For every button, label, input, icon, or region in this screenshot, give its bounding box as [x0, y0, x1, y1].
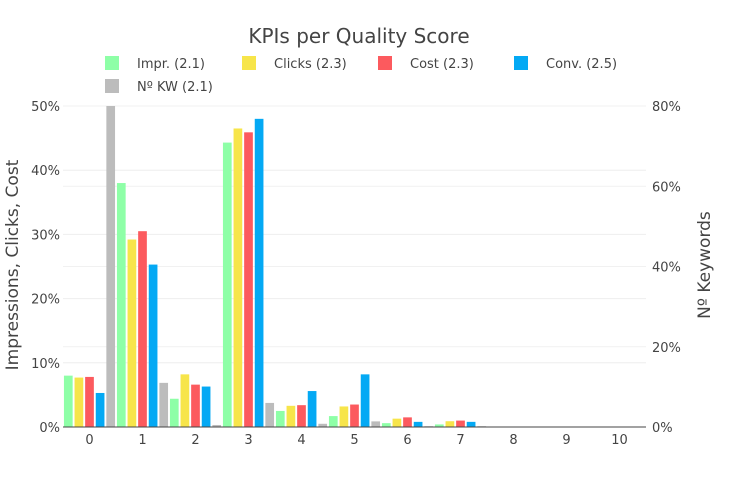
bars: [63, 106, 487, 427]
bar: [265, 402, 275, 427]
bar: [371, 421, 381, 427]
legend-label: Nº KW (2.1): [137, 80, 213, 95]
bar: [106, 106, 116, 427]
x-tick-label: 9: [562, 433, 570, 448]
bar: [159, 382, 169, 427]
bar: [381, 423, 391, 427]
bar: [254, 118, 264, 427]
legend: Impr. (2.1) Clicks (2.3) Cost (2.3) Conv. (…: [105, 56, 617, 95]
bar: [138, 231, 147, 427]
series-1: [74, 128, 455, 427]
y-left-tick-label: 10%: [31, 357, 60, 372]
x-tick-label: 10: [611, 433, 628, 448]
bar: [95, 392, 105, 427]
bar: [74, 377, 84, 427]
legend-label: Impr. (2.1): [137, 57, 205, 72]
y-left-tick-label: 50%: [31, 100, 60, 115]
bar: [233, 128, 243, 427]
bar: [403, 417, 412, 427]
x-tick-label: 7: [456, 433, 464, 448]
bar: [392, 418, 402, 427]
bar: [350, 404, 359, 427]
x-tick-label: 3: [244, 433, 252, 448]
bar: [63, 375, 73, 427]
bar: [275, 410, 285, 427]
bar: [244, 132, 253, 427]
bar: [434, 424, 444, 427]
bar: [360, 374, 370, 427]
x-tick-label: 0: [85, 433, 93, 448]
y-left-tick-label: 40%: [31, 164, 60, 179]
bar: [127, 239, 137, 427]
x-tick-label: 4: [297, 433, 305, 448]
series-3: [95, 118, 476, 427]
bar: [286, 405, 296, 427]
y-right-tick-label: 80%: [652, 100, 681, 115]
y-axis-left-title: Impressions, Clicks, Cost: [3, 159, 23, 370]
bar: [85, 376, 94, 427]
bar: [191, 384, 200, 427]
axes: 0% 10% 20% 30% 40% 50% 0% 20% 40% 60% 80% 0 1 2 3 4 5 6 7 8…: [31, 100, 681, 448]
bar: [169, 398, 179, 427]
bar: [212, 424, 222, 427]
series-0: [63, 142, 444, 427]
y-right-tick-label: 0%: [652, 421, 673, 436]
y-left-tick-label: 30%: [31, 228, 60, 243]
x-tick-label: 6: [403, 433, 411, 448]
x-tick-label: 5: [350, 433, 358, 448]
legend-swatch: [514, 56, 528, 70]
bar: [466, 421, 476, 427]
bar: [328, 416, 338, 427]
legend-label: Conv. (2.5): [546, 57, 617, 72]
legend-swatch: [105, 79, 119, 93]
chart-title: KPIs per Quality Score: [248, 24, 469, 48]
bar: [201, 386, 211, 427]
bar: [222, 142, 232, 427]
x-tick-label: 1: [138, 433, 146, 448]
y-right-tick-label: 60%: [652, 180, 681, 195]
bar: [307, 391, 317, 427]
y-right-tick-label: 20%: [652, 341, 681, 356]
legend-swatch: [105, 56, 119, 70]
legend-swatch: [378, 56, 392, 70]
bar: [180, 374, 190, 427]
x-tick-label: 8: [509, 433, 517, 448]
bar: [297, 405, 306, 427]
bar: [456, 420, 465, 427]
y-left-tick-label: 0%: [39, 421, 60, 436]
y-axis-right-title: Nº Keywords: [695, 211, 715, 319]
y-left-tick-label: 20%: [31, 293, 60, 308]
bar: [413, 421, 423, 427]
bar: [148, 264, 158, 427]
legend-label: Clicks (2.3): [274, 57, 347, 72]
x-tick-label: 2: [191, 433, 199, 448]
legend-label: Cost (2.3): [410, 57, 474, 72]
gridlines: [63, 105, 646, 364]
series-2: [85, 132, 465, 427]
bar: [318, 423, 328, 427]
legend-swatch: [242, 56, 256, 70]
y-right-tick-label: 40%: [652, 261, 681, 276]
bar: [339, 406, 349, 427]
bar: [445, 421, 455, 427]
bar: [116, 183, 126, 427]
